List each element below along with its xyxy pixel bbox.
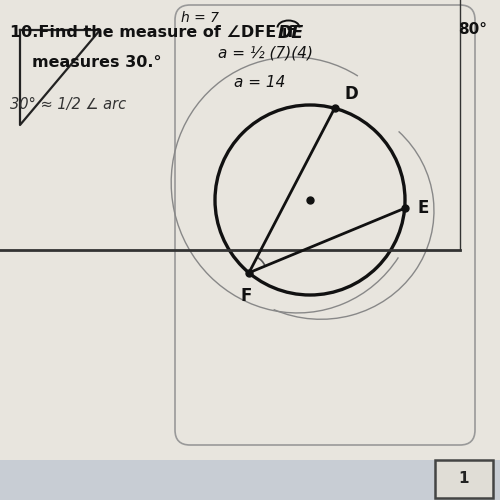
Text: E: E bbox=[417, 200, 428, 218]
Bar bbox=[0, 0, 500, 250]
Text: 80°: 80° bbox=[458, 22, 488, 38]
Text: 10.Find the measure of ∠DFE if: 10.Find the measure of ∠DFE if bbox=[10, 25, 294, 40]
Text: D: D bbox=[344, 85, 358, 103]
Text: measures 30.°: measures 30.° bbox=[32, 55, 162, 70]
Text: 1: 1 bbox=[458, 471, 469, 486]
Text: h = 7: h = 7 bbox=[181, 10, 219, 24]
Text: 30° ≈ 1/2 ∠ arc: 30° ≈ 1/2 ∠ arc bbox=[10, 98, 126, 112]
FancyBboxPatch shape bbox=[435, 460, 492, 498]
Text: a = 14: a = 14 bbox=[234, 75, 286, 90]
Text: DE: DE bbox=[278, 24, 304, 42]
Text: F: F bbox=[240, 287, 252, 305]
Bar bbox=[0, 250, 500, 460]
Text: a = ½ (7)(4): a = ½ (7)(4) bbox=[218, 45, 312, 60]
